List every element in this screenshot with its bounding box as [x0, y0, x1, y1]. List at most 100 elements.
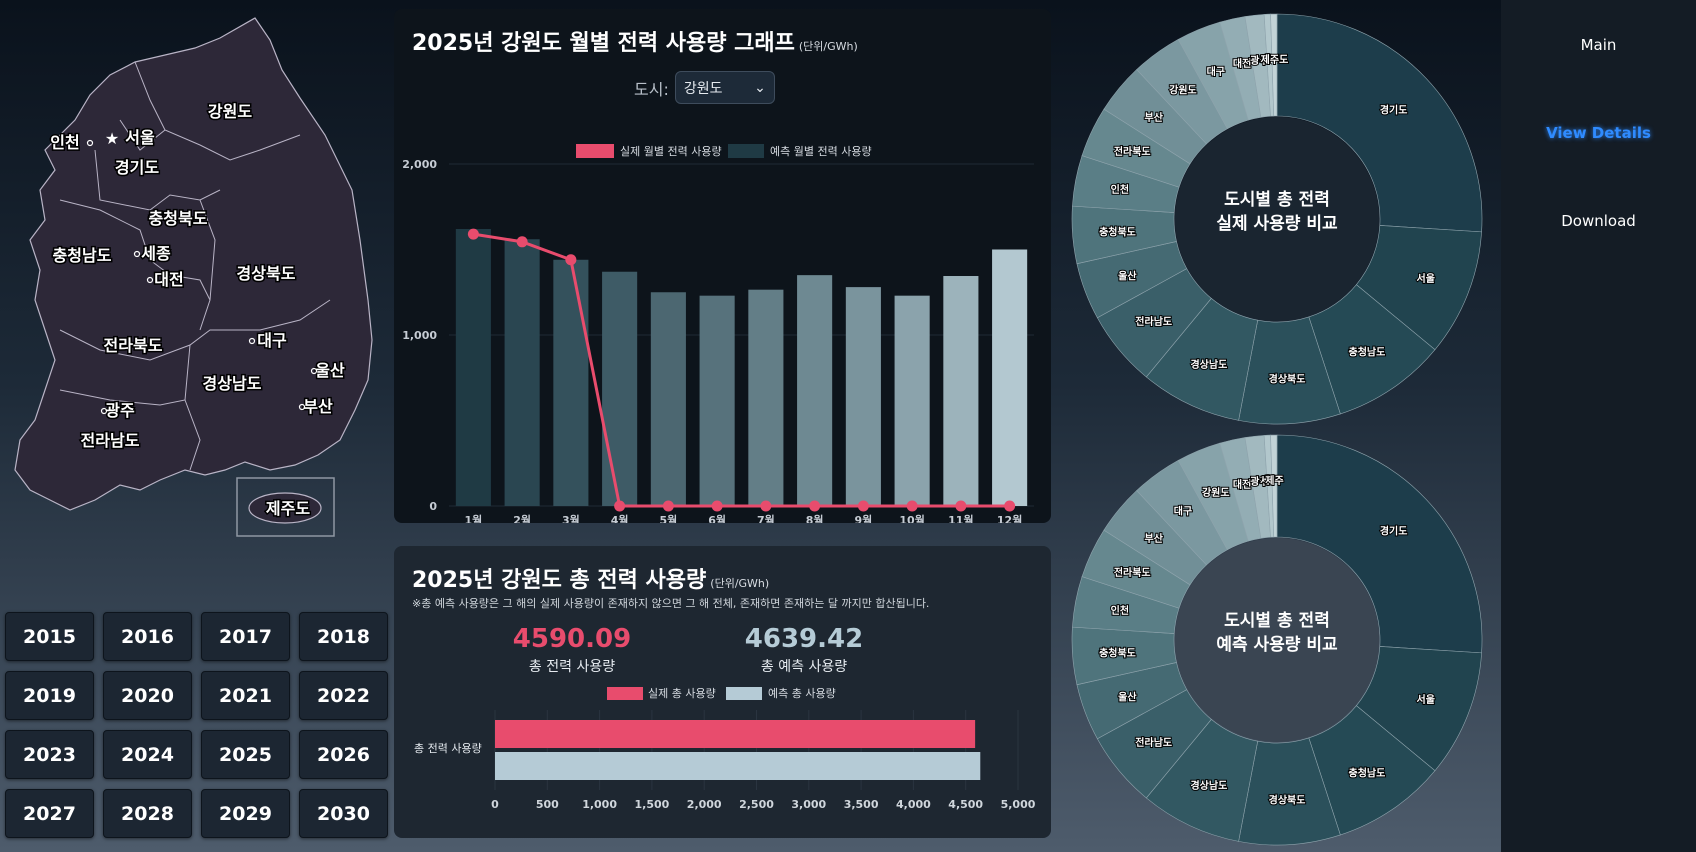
map-label-daegu[interactable]: 대구	[256, 330, 289, 352]
legend-predicted-total-label: 예측 총 사용량	[768, 687, 836, 700]
chevron-down-icon: ⌄	[754, 79, 766, 96]
total-usage-chart: 실제 총 사용량 예측 총 사용량 0 500 1,000 1,500 2,000 2,500…	[414, 687, 1036, 811]
year-button-2016[interactable]: 2016	[103, 612, 192, 661]
year-button-2029[interactable]: 2029	[201, 789, 290, 838]
map-label-daejeon[interactable]: 대전	[153, 269, 185, 291]
daegu-marker	[248, 337, 256, 345]
actual-slice-label: 제주도	[1261, 53, 1289, 66]
actual-point	[1004, 500, 1016, 512]
year-button-2023[interactable]: 2023	[5, 730, 94, 779]
actual-point	[857, 500, 869, 512]
year-button-2018[interactable]: 2018	[299, 612, 388, 661]
category-label: 총 전력 사용량	[414, 742, 482, 755]
year-button-2027[interactable]: 2027	[5, 789, 94, 838]
x-tick-label: 2,000	[687, 798, 722, 811]
actual-slice-label: 충청남도	[1349, 345, 1386, 358]
actual-slice-label: 강원도	[1169, 84, 1197, 97]
map-label-gyeonggi[interactable]: 경기도	[113, 157, 160, 179]
actual-slice-label: 경상북도	[1269, 373, 1306, 386]
predicted-bar	[748, 289, 784, 506]
x-tick-label: 4월	[611, 513, 629, 523]
predicted-slice-label: 전라북도	[1114, 566, 1151, 579]
map-label-jeju[interactable]: 제주도	[264, 498, 311, 520]
x-tick-label: 1,500	[635, 798, 670, 811]
nav-view-details[interactable]: View Details	[1546, 124, 1651, 142]
actual-slice-label: 부산	[1145, 111, 1164, 124]
actual-point	[565, 254, 577, 266]
year-button-2021[interactable]: 2021	[201, 671, 290, 720]
map-label-seoul[interactable]: 서울	[124, 127, 157, 149]
donut-predicted-title-line1: 도시별 총 전력	[1224, 611, 1330, 631]
map-label-gangwon[interactable]: 강원도	[206, 101, 253, 123]
year-button-2026[interactable]: 2026	[299, 730, 388, 779]
donut-actual-center-title: 도시별 총 전력 실제 사용량 비교	[1177, 188, 1377, 236]
year-button-2025[interactable]: 2025	[201, 730, 290, 779]
x-tick-label: 500	[536, 798, 559, 811]
predicted-slice-label: 부산	[1145, 532, 1164, 545]
total-usage-card: 2025년 강원도 총 전력 사용량 (단위/GWh) ※총 예측 사용량은 그 …	[394, 546, 1051, 838]
ulsan-marker	[310, 367, 318, 375]
y-tick-label: 2,000	[402, 158, 437, 171]
predicted-donut-hole	[1175, 538, 1379, 742]
actual-slice-label: 전라북도	[1114, 145, 1151, 158]
year-button-2017[interactable]: 2017	[201, 612, 290, 661]
actual-slice	[1276, 13, 1483, 233]
map-label-jeonbuk[interactable]: 전라북도	[102, 335, 164, 357]
total-usage-note: ※총 예측 사용량은 그 해의 실제 사용량이 존재하지 않으면 그 해 전체,…	[412, 597, 930, 610]
predicted-slice-label: 울산	[1118, 691, 1137, 704]
map-label-sejong[interactable]: 세종	[140, 243, 173, 265]
x-tick-label: 2,500	[739, 798, 774, 811]
x-tick-label: 3월	[562, 513, 580, 523]
map-label-chungbuk[interactable]: 충청북도	[147, 208, 209, 230]
predicted-slice-label: 서울	[1417, 693, 1435, 706]
map-label-chungnam[interactable]: 충청남도	[51, 245, 113, 267]
city-selector: 도시: 강원도 ⌄	[634, 71, 775, 104]
gwangju-marker	[100, 407, 108, 415]
actual-total-stat: 4590.09 총 전력 사용량	[462, 624, 682, 676]
city-select[interactable]: 강원도 ⌄	[674, 71, 775, 104]
predicted-bar	[797, 275, 833, 506]
map-label-gwangju[interactable]: 광주	[104, 400, 137, 422]
year-button-2019[interactable]: 2019	[5, 671, 94, 720]
daejeon-marker	[146, 276, 154, 284]
incheon-marker	[86, 139, 94, 147]
jeju-island-shape	[248, 492, 322, 524]
x-tick-label: 6월	[708, 513, 726, 523]
actual-slice-label: 인천	[1111, 183, 1129, 196]
donut-predicted-title-line2: 예측 사용량 비교	[1216, 635, 1338, 655]
predicted-slice-label: 대구	[1174, 505, 1192, 518]
nav-main[interactable]: Main	[1580, 36, 1617, 54]
x-tick-label: 2월	[513, 513, 531, 523]
map-label-gyeongbuk[interactable]: 경상북도	[235, 263, 297, 285]
predicted-slice-label: 인천	[1111, 604, 1129, 617]
year-button-2022[interactable]: 2022	[299, 671, 388, 720]
nav-download[interactable]: Download	[1561, 212, 1636, 230]
year-button-2020[interactable]: 2020	[103, 671, 192, 720]
legend-actual-swatch	[576, 144, 614, 158]
map-label-busan[interactable]: 부산	[302, 396, 335, 418]
x-tick-label: 9월	[854, 513, 872, 523]
map-label-jeonnam[interactable]: 전라남도	[79, 430, 141, 452]
year-button-2028[interactable]: 2028	[103, 789, 192, 838]
actual-point	[906, 500, 918, 512]
map-label-incheon[interactable]: 인천	[49, 132, 81, 154]
year-button-2030[interactable]: 2030	[299, 789, 388, 838]
actual-slice-label: 대구	[1207, 65, 1225, 78]
map-label-ulsan[interactable]: 울산	[314, 360, 347, 382]
predicted-bar	[943, 276, 979, 506]
x-tick-label: 5월	[659, 513, 677, 523]
predicted-slice-label: 제주	[1265, 474, 1283, 487]
actual-slice-label: 경상남도	[1190, 358, 1227, 371]
year-button-2015[interactable]: 2015	[5, 612, 94, 661]
x-tick-label: 3,500	[844, 798, 879, 811]
sejong-marker	[133, 250, 141, 258]
legend-actual-total-swatch	[607, 687, 643, 700]
actual-slice-label: 전라남도	[1135, 315, 1172, 328]
total-usage-title: 2025년 강원도 총 전력 사용량 (단위/GWh)	[412, 568, 770, 593]
map-label-gyeongnam[interactable]: 경상남도	[201, 373, 263, 395]
year-button-2024[interactable]: 2024	[103, 730, 192, 779]
predicted-slice	[1270, 434, 1278, 538]
sidebar: Main View Details Download	[1501, 0, 1696, 852]
x-tick-label: 4,500	[948, 798, 983, 811]
predicted-bar	[455, 228, 491, 507]
